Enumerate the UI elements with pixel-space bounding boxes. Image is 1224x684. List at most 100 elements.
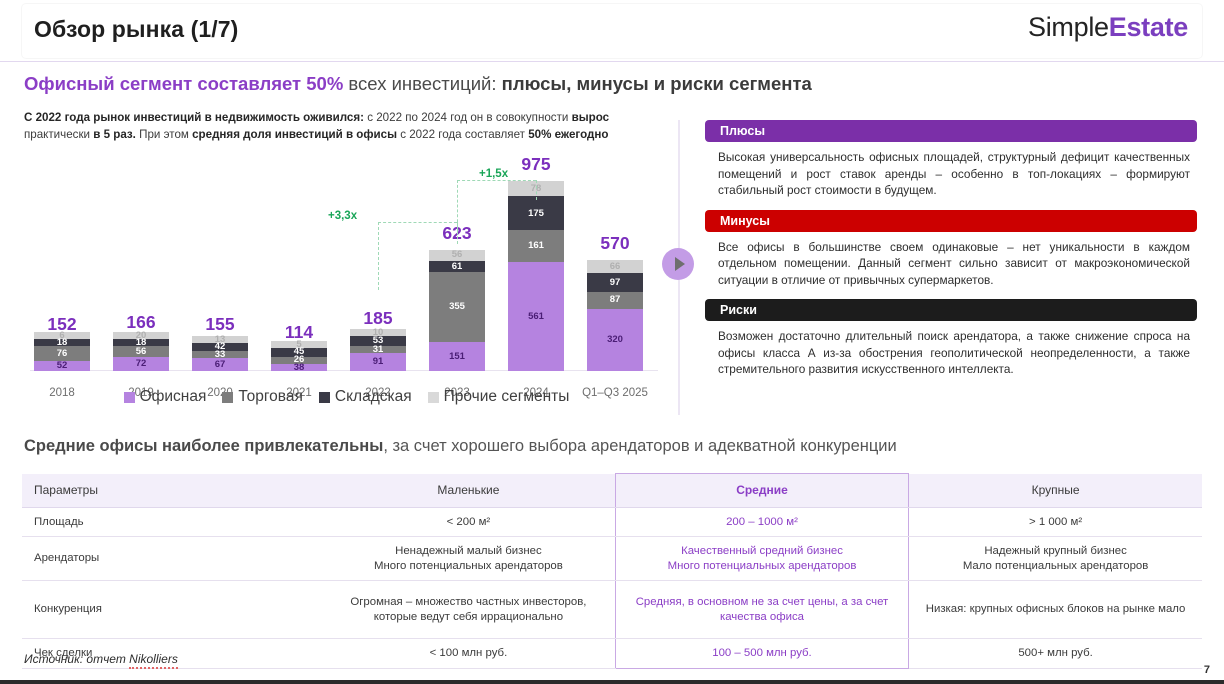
legend-label: Прочие сегменты (443, 388, 570, 405)
legend-item[interactable]: Офисная (123, 388, 206, 406)
cons-header: Минусы (705, 209, 1197, 232)
x-axis-label-wrap: 2023 (429, 371, 485, 415)
risks-header: Риски (705, 299, 1197, 321)
x-axis-label-wrap: 2022 (350, 371, 406, 415)
bar-segment-office: 38 (271, 363, 327, 372)
bar-segment-ware: 42 (192, 341, 248, 353)
growth-connector-line (378, 222, 457, 223)
bar-column: 10 53 31 91 185 (350, 308, 406, 371)
table-row: Арендаторы Ненадежный малый бизнес Много п… (22, 536, 1202, 581)
legend-label: Складская (334, 388, 412, 405)
play-button[interactable] (662, 248, 694, 280)
growth-tick-left (378, 222, 379, 290)
bar-column: 6 18 76 52 152 (34, 314, 90, 371)
brand-logo: SimpleEstate (1028, 12, 1188, 43)
table-row: Чек сделки < 100 млн руб. 100 – 500 млн ру… (22, 638, 1202, 669)
logo-text-simple: Simple (1028, 12, 1109, 42)
bar-segment-value: 53 (372, 335, 384, 347)
cell-small: Ненадежный малый бизнес Много потенциальн… (322, 536, 616, 581)
table-head: Параметры Маленькие Средние Крупные (22, 473, 1202, 508)
logo-text-estate: Estate (1108, 12, 1189, 42)
bar-segment-office: 91 (350, 353, 406, 371)
investment-bar-chart: 6 18 76 52 152 20 18 56 72 166 13 42 33 67 155 5 45 26 38 1… (24, 154, 669, 415)
bar-segment-value: 18 (135, 336, 147, 348)
spacer-2 (705, 288, 1197, 299)
bar-total-label: 166 (126, 311, 156, 332)
source-note: Источник: отчет Nikolliers (24, 652, 178, 669)
legend-label: Торговая (238, 388, 303, 405)
cell-parameter: Конкуренция (22, 580, 322, 639)
bar-segment-other: 10 (350, 328, 406, 337)
bar-segment-value: 6 (59, 329, 65, 341)
bar-segment-ware: 18 (113, 336, 169, 348)
table-body: Площадь < 200 м² 200 – 1000 м² > 1 000 м² Ар… (22, 507, 1202, 669)
intro-bold-2: вырос (571, 111, 610, 124)
cell-medium: Средняя, в основном не за счет цены, а з… (614, 580, 910, 639)
bar-segment-ware: 175 (508, 196, 564, 231)
cell-small: < 200 м² (322, 507, 616, 537)
growth-multiplier-label: +3,3x (328, 210, 358, 222)
bar-segment-value: 151 (449, 350, 465, 362)
col-header-small: Маленькие (322, 473, 616, 508)
growth-tick-right (457, 222, 458, 244)
bar-segment-ware: 45 (271, 347, 327, 357)
bar-segment-value: 175 (528, 207, 544, 219)
x-axis-label: 2022 (365, 387, 391, 399)
bar-column: 78 175 161 561 975 (508, 154, 564, 371)
bar-segment-retail: 31 (350, 344, 406, 356)
cell-small: Огромная – множество частных инвесторов,… (322, 580, 616, 639)
bar-segment-value: 13 (214, 333, 226, 345)
legend-item[interactable]: Складская (318, 388, 412, 406)
cell-large: 500+ млн руб. (908, 638, 1202, 669)
bar-segment-other: 5 (271, 338, 327, 350)
bar-segment-value: 31 (372, 344, 384, 356)
bar-segment-value: 66 (609, 260, 621, 272)
intro-text-1: с 2022 по 2024 год он в совокупности (364, 111, 572, 124)
bar-segment-retail: 87 (587, 291, 643, 309)
bar-total-label: 623 (442, 222, 472, 243)
cell-large: Низкая: крупных офисных блоков на рынке … (908, 580, 1202, 639)
bar-segment-value: 5 (296, 338, 302, 350)
col-header-param: Параметры (22, 473, 322, 508)
col-header-large: Крупные (908, 473, 1202, 508)
cell-large: > 1 000 м² (908, 507, 1202, 537)
pros-header: Плюсы (705, 120, 1197, 142)
intro-paragraph: С 2022 года рынок инвестиций в недвижимо… (24, 110, 669, 143)
page-title: Обзор рынка (1/7) (34, 16, 239, 42)
headline-part-1: Офисный сегмент составляет 50% (24, 73, 344, 94)
growth-multiplier-label: +1,5x (479, 168, 509, 180)
header-card: Обзор рынка (1/7) SimpleEstate (22, 4, 1202, 58)
bar-segment-retail: 76 (34, 346, 90, 361)
bar-total-label: 155 (205, 313, 235, 334)
cell-parameter: Арендаторы (22, 536, 322, 581)
legend-swatch-retail (222, 391, 234, 403)
bar-segment-value: 20 (135, 329, 147, 341)
bar-segment-value: 56 (135, 345, 147, 357)
chart-legend: Офисная Торговая Складская Прочие сегменты (24, 388, 669, 406)
legend-item[interactable]: Торговая (222, 388, 303, 406)
bar-segment-other: 13 (192, 333, 248, 345)
bar-segment-retail: 355 (429, 272, 485, 342)
bar-total-label: 152 (47, 314, 77, 335)
cons-text: Все офисы в большинстве своем одинаковые… (718, 239, 1190, 287)
source-name: Nikolliers (129, 652, 178, 669)
legend-item[interactable]: Прочие сегменты (427, 388, 570, 406)
bar-segment-value: 97 (609, 276, 621, 288)
col-header-medium: Средние (614, 473, 910, 508)
bar-segment-value: 76 (56, 347, 68, 359)
table-row: Площадь < 200 м² 200 – 1000 м² > 1 000 м² (22, 507, 1202, 537)
bar-segment-office: 151 (429, 341, 485, 371)
pros-title: Плюсы (720, 124, 766, 138)
bar-segment-value: 56 (451, 249, 463, 261)
x-axis-label: 2021 (286, 387, 312, 399)
bar-segment-value: 42 (214, 341, 226, 353)
growth-tick-right (536, 180, 537, 200)
risks-text: Возможен достаточно длительный поиск аре… (718, 329, 1190, 376)
bar-segment-ware: 53 (350, 335, 406, 347)
bar-segment-value: 355 (449, 301, 465, 313)
chart-bars-container: 6 18 76 52 152 20 18 56 72 166 13 42 33 67 155 5 45 26 38 1… (24, 154, 669, 372)
x-axis-label: 2023 (444, 387, 470, 399)
x-axis-label-wrap: Q1–Q3 2025 (582, 371, 648, 415)
legend-swatch-other (427, 391, 439, 403)
bar-column: 56 61 355 151 623 (429, 223, 485, 371)
